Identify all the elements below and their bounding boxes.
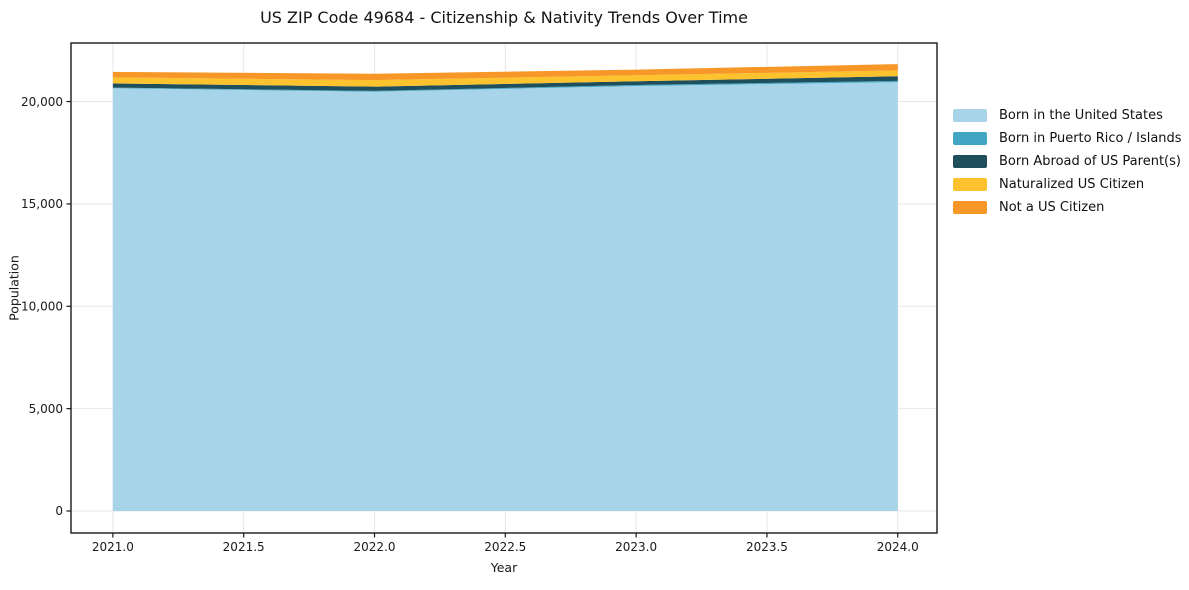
legend-swatch: [953, 178, 987, 191]
legend-label: Born in the United States: [999, 108, 1163, 123]
legend-label: Born in Puerto Rico / Islands: [999, 131, 1182, 146]
svg-text:2024.0: 2024.0: [877, 540, 919, 554]
svg-text:2022.5: 2022.5: [484, 540, 526, 554]
tick-marks: [66, 100, 899, 538]
legend-swatch: [953, 109, 987, 122]
svg-text:20,000: 20,000: [21, 95, 63, 109]
x-tick-labels: 2021.0 2021.5 2022.0 2022.5 2023.0 2023.5 2024…: [92, 540, 919, 554]
area-born-abroad-of-us-parent-s-: [112, 76, 898, 91]
legend-swatch: [953, 201, 987, 214]
legend-swatch: [953, 155, 987, 168]
legend-item: Born in Puerto Rico / Islands: [953, 131, 1182, 146]
svg-text:2023.0: 2023.0: [615, 540, 657, 554]
legend-label: Born Abroad of US Parent(s): [999, 154, 1181, 169]
y-axis-label: Population: [6, 255, 22, 321]
svg-text:15,000: 15,000: [21, 197, 63, 211]
svg-text:10,000: 10,000: [21, 299, 63, 313]
x-axis-label: Year: [490, 560, 518, 575]
svg-text:2023.5: 2023.5: [746, 540, 788, 554]
chart-title: US ZIP Code 49684 - Citizenship & Nativi…: [260, 8, 748, 27]
legend: Born in the United States Born in Puerto …: [953, 108, 1182, 215]
area-born-in-the-united-states: [112, 82, 898, 511]
legend-item: Born in the United States: [953, 108, 1182, 123]
legend-item: Born Abroad of US Parent(s): [953, 154, 1182, 169]
area-series: [112, 64, 898, 511]
svg-text:2021.0: 2021.0: [92, 540, 134, 554]
svg-text:0: 0: [55, 504, 63, 518]
legend-label: Naturalized US Citizen: [999, 177, 1145, 192]
legend-item: Naturalized US Citizen: [953, 177, 1182, 192]
svg-text:5,000: 5,000: [29, 402, 63, 416]
area-naturalized-us-citizen: [112, 70, 898, 87]
legend-label: Not a US Citizen: [999, 200, 1105, 215]
legend-swatch: [953, 132, 987, 145]
plot-border: [70, 42, 938, 534]
area-not-a-us-citizen: [112, 64, 898, 81]
svg-text:2021.5: 2021.5: [223, 540, 265, 554]
legend-item: Not a US Citizen: [953, 200, 1182, 215]
svg-text:2022.0: 2022.0: [353, 540, 395, 554]
y-tick-labels: 0 5,000 10,000 15,000 20,000: [21, 95, 63, 518]
